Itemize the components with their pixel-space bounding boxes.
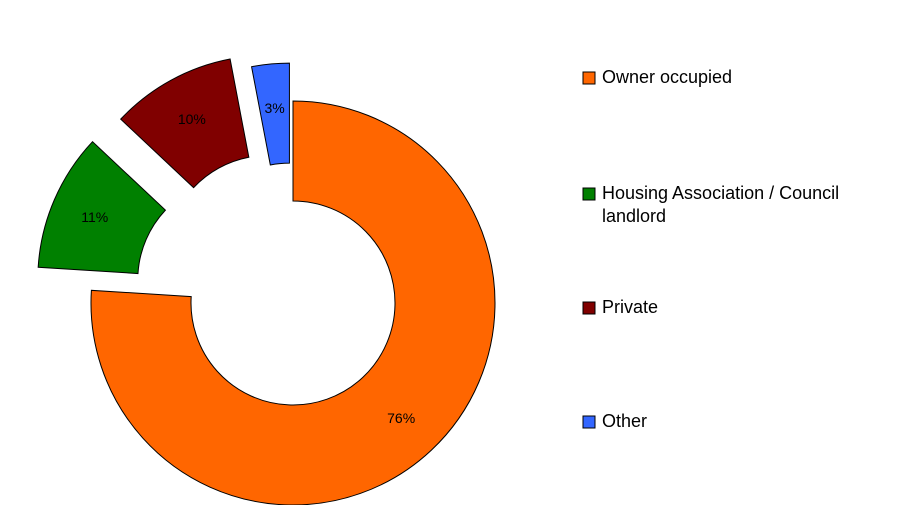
slice-labels: 76% 11% 10% 3% — [81, 100, 415, 426]
legend: Owner occupied Housing Association / Coun… — [582, 67, 839, 431]
legend-swatch-0 — [582, 71, 596, 85]
data-label-private: 10% — [178, 111, 206, 127]
slice-housing-association-council-landlord — [37, 140, 167, 275]
legend-label-2: Private — [602, 297, 658, 317]
legend-label-1: Housing Association / Council landlord — [602, 183, 839, 226]
slice-other — [250, 62, 290, 166]
data-label-other: 3% — [264, 100, 284, 116]
slice-private — [119, 58, 250, 189]
data-label-housing-association-council-landlord: 11% — [81, 209, 108, 225]
slices — [37, 58, 496, 506]
legend-swatch-1 — [582, 187, 596, 201]
legend-swatch-3 — [582, 415, 596, 429]
data-label-owner-occupied: 76% — [387, 410, 415, 426]
legend-swatch-2 — [582, 301, 596, 315]
legend-label-0: Owner occupied — [602, 67, 732, 87]
legend-label-3: Other — [602, 411, 647, 431]
slice-owner-occupied — [90, 100, 496, 506]
